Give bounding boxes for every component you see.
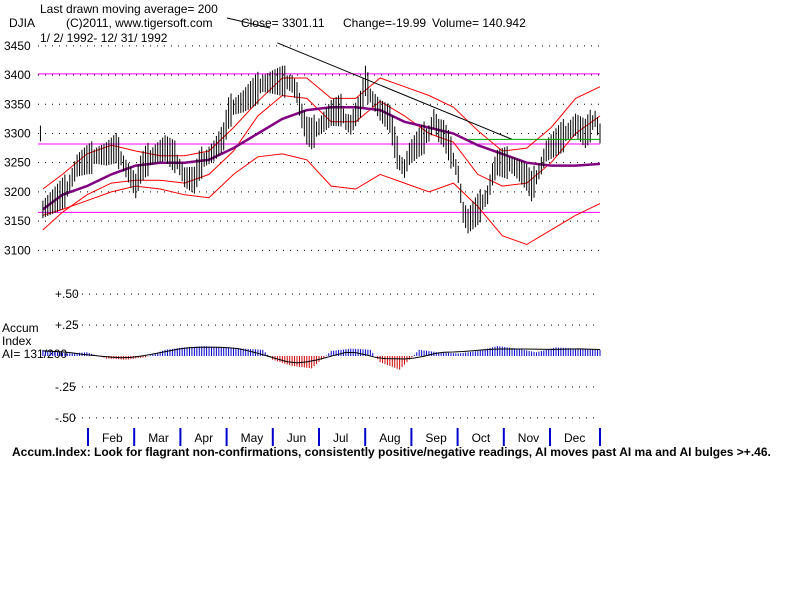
price-tick-label: 3400 [4,68,31,82]
accum-title: Accum [2,321,39,335]
accum-moving-average [42,346,601,364]
lower-band-line [42,153,601,246]
month-label: Aug [379,431,400,445]
close-label: Close= 3301.11 [241,16,325,30]
ma200-line [42,105,601,211]
accum-tick-label: +.50 [55,287,79,301]
price-tick-label: 3100 [4,243,31,257]
month-label: Feb [102,431,123,445]
accum-y-ticks: +.50 +.25 -.25 -.50 [55,287,79,425]
price-y-ticks: 3450 3400 3350 3300 3250 3200 3150 3100 [4,39,31,257]
month-label: May [241,431,264,445]
accum-ma-line [42,346,601,364]
bollinger-bands [42,77,601,246]
month-label: Mar [148,431,169,445]
price-tick-label: 3250 [4,156,31,170]
month-label: Nov [518,431,539,445]
downtrend-line [277,42,513,140]
upper-band-line [42,77,601,190]
accum-grid [75,293,600,419]
accum-tick-label: +.25 [55,318,79,332]
price-tick-label: 3200 [4,185,31,199]
change-label: Change=-19.99 [343,16,426,30]
horizontal-levels [38,73,600,213]
price-tick-label: 3350 [4,97,31,111]
month-label: Dec [564,431,585,445]
price-tick-label: 3300 [4,126,31,140]
volume-label: Volume= 140.942 [432,16,526,30]
copyright-label: (C)2011, www.tigersoft.com [66,16,213,30]
moving-average [42,105,601,211]
price-tick-label: 3150 [4,214,31,228]
note-pointer-line [226,17,271,29]
month-label: Apr [194,431,213,445]
month-label: Oct [472,431,491,445]
trend-line [277,42,600,140]
middle-band-line [42,94,601,231]
price-series [39,65,601,234]
accum-title2: Index [2,334,31,348]
month-label: Sep [425,431,447,445]
month-axis: Feb Mar Apr May Jun Jul Aug Sep Oct Nov Dec [87,428,601,446]
accum-tick-label: -.25 [55,380,76,394]
ai-value-label: AI= 131/200 [2,347,67,361]
price-tick-label: 3450 [4,39,31,53]
accum-footer: Accum.Index: Look for flagrant non-confi… [12,445,771,459]
accum-tick-label: -.50 [55,411,76,425]
symbol-label: DJIA [9,16,35,30]
moving-average-note: Last drawn moving average= 200 [40,2,218,16]
month-label: Jul [333,431,348,445]
month-label: Jun [287,431,306,445]
date-range-label: 1/ 2/ 1992- 12/ 31/ 1992 [40,31,168,45]
